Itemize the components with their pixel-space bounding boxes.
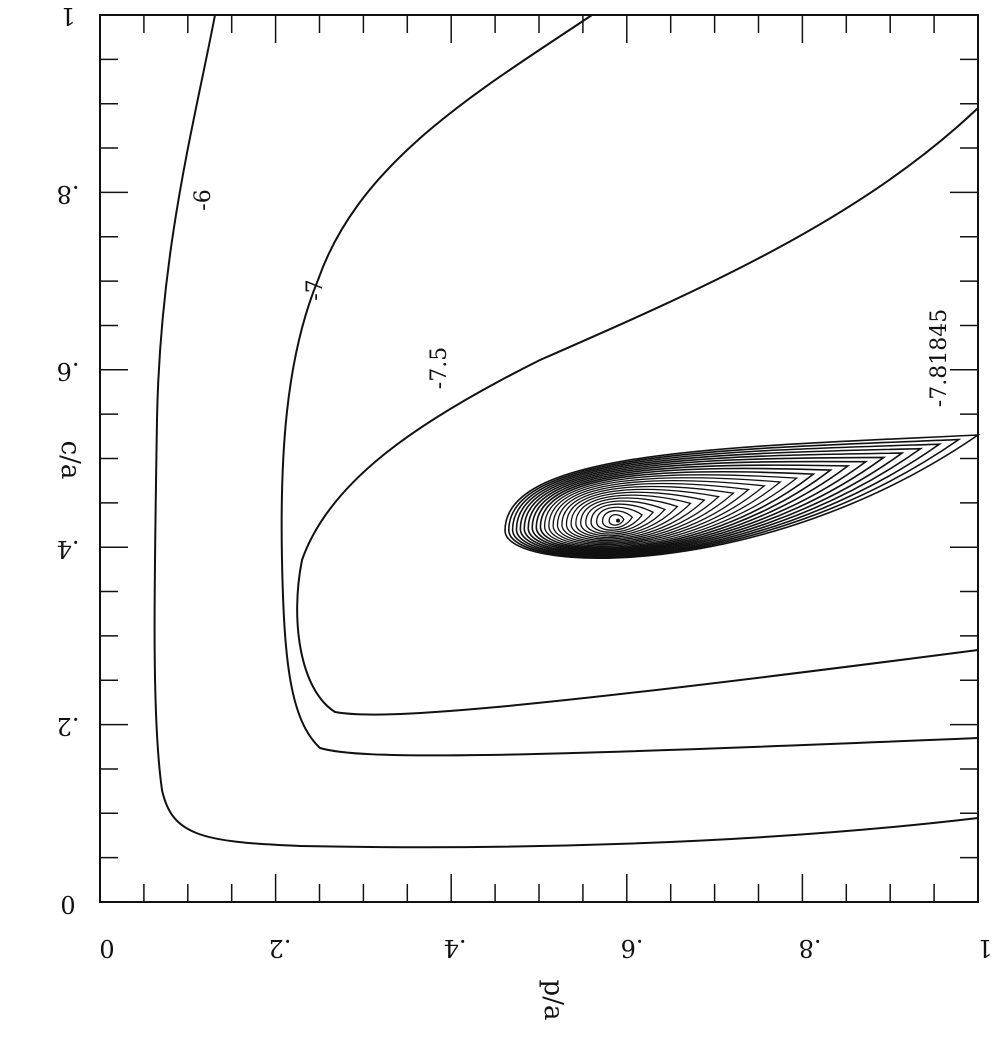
- y-tick-label-3: .6: [57, 357, 80, 385]
- contour-inner-level: [601, 510, 634, 529]
- contour-inner-level: [519, 452, 905, 555]
- contour-inner-level: [539, 470, 816, 550]
- y-tick-label-0: 0: [60, 890, 75, 918]
- contour-inner-level: [523, 456, 887, 554]
- contour-inner-level: [561, 485, 735, 543]
- y-tick-label-1: .2: [57, 712, 80, 740]
- minimum-point: [616, 518, 621, 523]
- y-axis-label: c/a: [55, 441, 85, 480]
- contour-label-minus-7-81845: -7.81845: [927, 309, 952, 407]
- x-tick-label-3: .6: [621, 934, 644, 962]
- contour-inner-level: [543, 474, 799, 548]
- contour-inner-level: [556, 482, 751, 544]
- contour-inner-level: [590, 503, 655, 533]
- x-tick-label-0: 0: [99, 934, 114, 962]
- contour-inner-level: [507, 438, 962, 558]
- contour-inner-level: [535, 467, 833, 551]
- contour-inner-level: [527, 460, 869, 553]
- contour-inner-level: [531, 464, 851, 552]
- contour-inner-level: [565, 488, 720, 542]
- contour-inner-level: [515, 447, 924, 556]
- y-tick-label-2: .4: [57, 535, 80, 563]
- y-tick-label-5: 1: [60, 2, 75, 30]
- contour-inner-level: [504, 434, 981, 560]
- contour-inner-level: [580, 497, 679, 537]
- y-tick-label-4: .8: [57, 180, 80, 208]
- plot-frame: [99, 14, 979, 903]
- x-axis-label: p/a: [538, 980, 568, 1021]
- contour-inner-level: [570, 491, 706, 540]
- contour-inner-level: [511, 443, 943, 557]
- contour-minus-7: [280, 14, 979, 757]
- contour-minus-6: [153, 14, 979, 849]
- contour-label-minus-7: -7: [303, 279, 328, 300]
- contour-label-minus-7-5: -7.5: [427, 347, 452, 389]
- x-tick-label-5: 1: [977, 934, 992, 962]
- contour-inner-level: [575, 494, 692, 539]
- x-tick-label-1: .2: [269, 934, 292, 962]
- x-tick-label-4: .8: [799, 934, 822, 962]
- contour-inner-level: [552, 480, 766, 546]
- contour-label-minus-6: -6: [191, 189, 216, 210]
- contour-minus-7-5: [296, 107, 979, 716]
- contour-inner-level: [585, 500, 666, 535]
- contour-inner-level: [595, 506, 644, 531]
- contour-inner-level: [608, 514, 625, 526]
- contour-inner-level: [548, 477, 782, 547]
- x-tick-label-2: .4: [444, 934, 467, 962]
